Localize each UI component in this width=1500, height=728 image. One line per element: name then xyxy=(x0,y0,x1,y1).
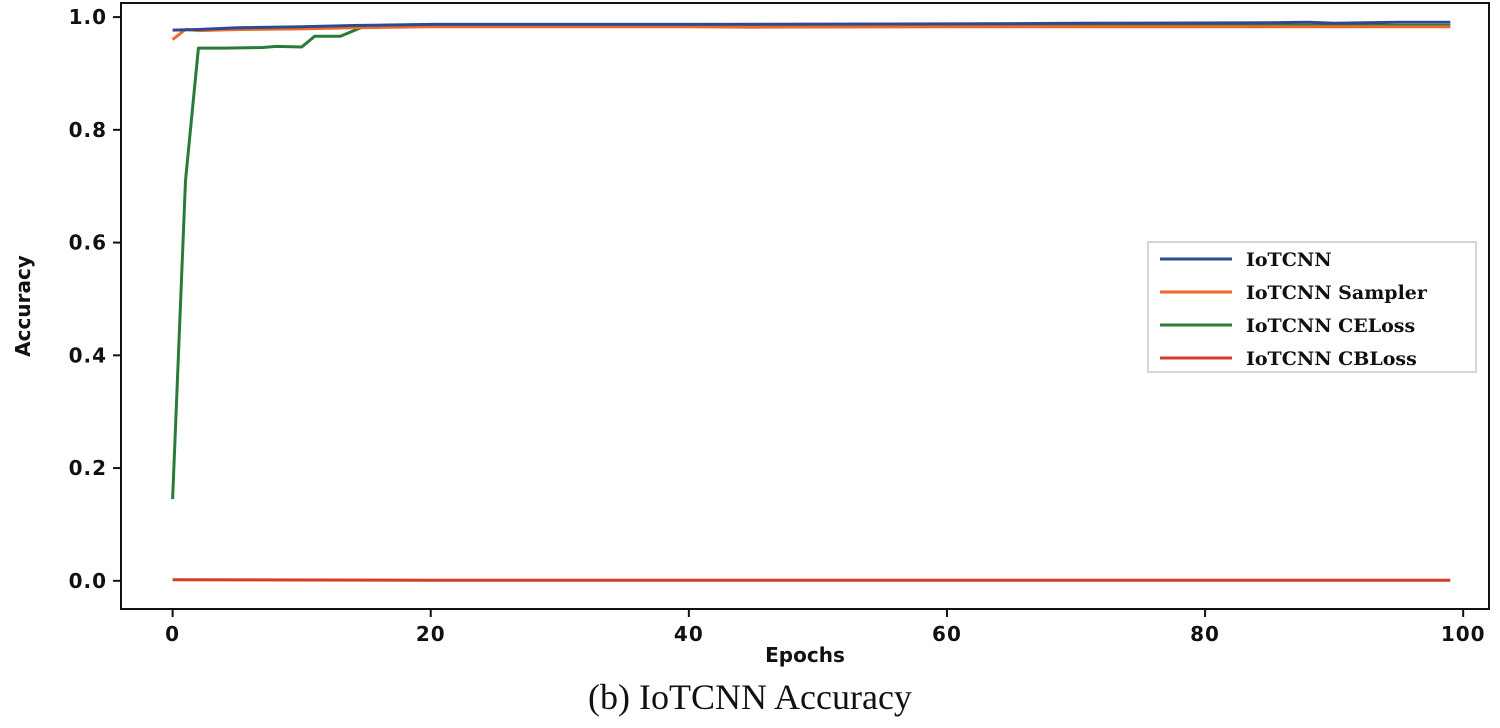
legend-items: IoTCNN IoTCNN Sampler IoTCNN CELoss IoTCNN … xyxy=(1160,249,1428,370)
y-tick-label: 0.4 xyxy=(69,343,107,367)
y-tick-label: 0.6 xyxy=(69,231,107,255)
legend-label: IoTCNN CELoss xyxy=(1246,315,1415,337)
x-axis-title: Epochs xyxy=(765,643,845,667)
legend-label: IoTCNN CBLoss xyxy=(1246,348,1417,370)
legend: IoTCNN IoTCNN Sampler IoTCNN CELoss IoTCNN … xyxy=(1147,241,1477,373)
x-tick-label: 100 xyxy=(1441,622,1486,646)
legend-label: IoTCNN Sampler xyxy=(1246,282,1428,304)
x-tick-label: 60 xyxy=(932,622,962,646)
legend-label: IoTCNN xyxy=(1246,249,1332,271)
x-tick-label: 80 xyxy=(1190,622,1220,646)
y-tick-label: 1.0 xyxy=(69,5,107,29)
series-lines xyxy=(171,20,1451,582)
x-tick-label: 20 xyxy=(416,622,446,646)
y-tick-label: 0.8 xyxy=(69,118,107,142)
x-axis-ticks: 0 20 40 60 80 100 xyxy=(165,609,1485,646)
series-line-iotcnn-cbloss xyxy=(172,578,1451,582)
y-tick-label: 0.0 xyxy=(69,569,107,593)
y-axis-title: Accuracy xyxy=(11,255,35,357)
y-tick-label: 0.2 xyxy=(69,456,107,480)
figure-caption: (b) IoTCNN Accuracy xyxy=(588,677,912,717)
series-line-iotcnn xyxy=(172,20,1451,32)
series-line-iotcnn-sampler xyxy=(171,25,1451,41)
legend-box xyxy=(1147,241,1477,373)
x-tick-label: 0 xyxy=(165,622,180,646)
plot-area-frame xyxy=(120,2,1490,610)
x-tick-label: 40 xyxy=(674,622,704,646)
y-axis-ticks: 0.0 0.2 0.4 0.6 0.8 1.0 xyxy=(69,5,121,593)
